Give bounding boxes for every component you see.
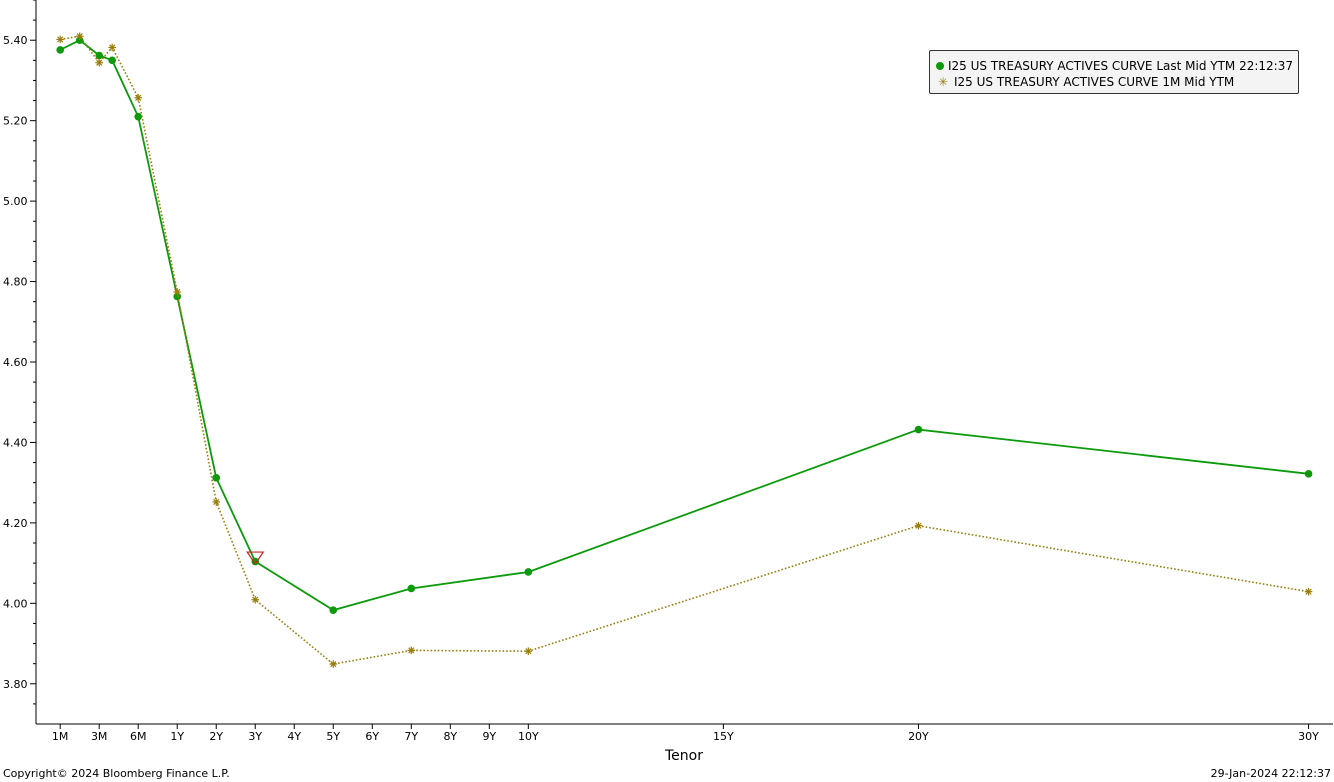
legend-item-last: I25 US TREASURY ACTIVES CURVE Last Mid Y… xyxy=(936,58,1293,74)
chart-legend: I25 US TREASURY ACTIVES CURVE Last Mid Y… xyxy=(929,50,1299,94)
x-tick-label: 3Y xyxy=(248,730,262,743)
y-tick-label: 4.20 xyxy=(3,517,28,530)
series-point-0 xyxy=(95,51,103,60)
legend-item-1m: ✳ I25 US TREASURY ACTIVES CURVE 1M Mid Y… xyxy=(936,74,1292,90)
series-point-0 xyxy=(914,425,923,434)
y-tick-label: 4.00 xyxy=(3,597,28,610)
x-tick-label: 10Y xyxy=(518,730,539,743)
y-tick-label: 5.00 xyxy=(3,195,28,208)
x-tick-label: 2Y xyxy=(209,730,223,743)
series-point-0 xyxy=(251,557,260,566)
series-point-0 xyxy=(524,568,533,576)
series-point-1 xyxy=(251,595,260,604)
x-tick-label: 3M xyxy=(91,730,108,743)
x-tick-label: 30Y xyxy=(1298,730,1319,743)
x-tick-label: 6M xyxy=(130,730,147,743)
x-tick-label: 1Y xyxy=(170,730,184,743)
legend-label-last: I25 US TREASURY ACTIVES CURVE Last Mid Y… xyxy=(948,59,1293,73)
y-tick-label: 5.40 xyxy=(3,34,28,47)
series-point-1 xyxy=(173,288,182,296)
x-tick-label: 8Y xyxy=(443,730,457,743)
y-tick-label: 4.80 xyxy=(3,276,28,289)
x-tick-label: 9Y xyxy=(482,730,496,743)
y-axis-ticks: 3.80 4.00 4.20 4.40 4.60 4.80 5.00 5.20 5.40 xyxy=(3,0,36,705)
series-layer xyxy=(56,32,1313,668)
legend-label-1m: I25 US TREASURY ACTIVES CURVE 1M Mid YTM xyxy=(954,75,1235,89)
series-point-0 xyxy=(212,474,221,482)
x-tick-label: 7Y xyxy=(404,730,418,743)
series-point-1 xyxy=(95,58,103,67)
x-tick-label: 15Y xyxy=(713,730,734,743)
y-tick-label: 3.80 xyxy=(3,678,28,691)
series-point-1 xyxy=(524,647,533,655)
legend-asterisk-icon: ✳ xyxy=(937,75,949,89)
y-tick-label: 4.40 xyxy=(3,436,28,449)
series-point-1 xyxy=(108,43,116,52)
series-point-1 xyxy=(407,646,416,655)
x-axis-ticks: 1M 3M 6M 1Y 2Y 3Y 4Y 5Y 6Y 7Y 8Y 9Y 10Y 15Y 20Y 30Y xyxy=(52,724,1319,743)
series-line-1 xyxy=(60,35,1309,665)
series-point-1 xyxy=(914,521,923,530)
series-point-0 xyxy=(134,112,143,121)
series-point-1 xyxy=(134,93,143,102)
series-line-0 xyxy=(59,39,1309,612)
series-point-1 xyxy=(329,660,338,668)
series-point-1 xyxy=(1304,587,1313,596)
series-point-1 xyxy=(75,32,84,40)
legend-circle-icon xyxy=(936,59,944,73)
y-tick-label: 5.20 xyxy=(3,115,28,128)
annotation-layer xyxy=(246,551,265,566)
timestamp-text: 29-Jan-2024 22:12:37 xyxy=(1210,767,1331,780)
series-point-0 xyxy=(56,46,64,54)
x-tick-label: 4Y xyxy=(287,730,301,743)
x-tick-label: 5Y xyxy=(326,730,340,743)
series-point-1 xyxy=(212,498,221,506)
x-tick-label: 6Y xyxy=(365,730,379,743)
series-point-0 xyxy=(108,56,116,65)
series-point-0 xyxy=(329,606,338,614)
copyright-text: Copyright© 2024 Bloomberg Finance L.P. xyxy=(3,767,230,780)
y-tick-label: 4.60 xyxy=(3,356,28,369)
x-tick-label: 1M xyxy=(52,730,69,743)
series-point-0 xyxy=(1304,470,1313,478)
x-tick-label: 20Y xyxy=(908,730,929,743)
chart-axes xyxy=(35,0,1333,725)
x-axis-title: Tenor xyxy=(664,748,703,764)
series-point-1 xyxy=(56,35,64,44)
series-point-0 xyxy=(407,584,416,593)
triangle-down-marker xyxy=(246,551,265,566)
